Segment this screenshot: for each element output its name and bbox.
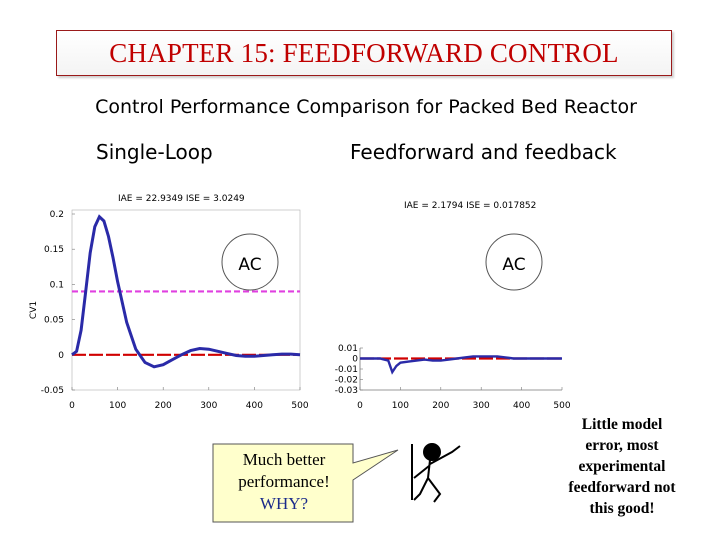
y-tick-label: -0.05 (41, 386, 64, 396)
y-tick-label: -0.03 (335, 386, 358, 396)
x-tick-label: 400 (246, 401, 263, 411)
stick-figure-icon (411, 443, 461, 503)
x-tick-label: 300 (200, 401, 217, 411)
ac-badge-text: AC (238, 255, 261, 275)
single-loop-label: Single-Loop (96, 140, 213, 164)
side-note: Little model error, most experimental fe… (556, 414, 688, 519)
callout-why: WHY? (259, 494, 309, 513)
x-tick-label: 0 (357, 401, 363, 411)
callout-line: Much better (242, 450, 326, 469)
y-tick-label: 0.05 (44, 316, 64, 326)
y-tick-label: -0.02 (335, 376, 358, 386)
single-loop-chart: IAE = 22.9349 ISE = 3.0249 CV1 0.2 0.15 0.… (29, 194, 309, 411)
x-tick-label: 500 (291, 401, 308, 411)
feedforward-feedback-label: Feedforward and feedback (350, 140, 617, 164)
x-tick-label: 100 (109, 401, 126, 411)
y-tick-label: -0.01 (335, 365, 358, 375)
y-tick-label: 0.15 (44, 245, 64, 255)
callout-text: Much better performance! WHY? (212, 445, 356, 527)
x-tick-label: 400 (513, 401, 530, 411)
side-note-line: Little model (581, 416, 663, 433)
feedforward-chart: IAE = 2.1794 ISE = 0.017852 0.010-0.01-0… (335, 201, 571, 411)
chart-title: IAE = 22.9349 ISE = 3.0249 (118, 194, 245, 204)
ac-badge: AC (221, 233, 279, 291)
x-tick-label: 500 (553, 401, 570, 411)
y-tick-label: 0.1 (50, 280, 64, 290)
x-tick-label: 100 (392, 401, 409, 411)
x-tick-label: 300 (473, 401, 490, 411)
x-tick-label: 200 (155, 401, 172, 411)
x-tick-label: 0 (69, 401, 75, 411)
ac-badge: AC (485, 233, 543, 291)
slide-subtitle: Control Performance Comparison for Packe… (95, 96, 637, 118)
chart-title: IAE = 2.1794 ISE = 0.017852 (404, 201, 536, 211)
plot-area (71, 209, 301, 391)
series-line (360, 355, 562, 375)
x-tick-label: 200 (432, 401, 449, 411)
callout-line: performance! (238, 472, 330, 491)
side-note-line: feedforward not (568, 479, 676, 496)
y-tick-label: 0 (58, 351, 64, 361)
side-note-line: experimental (578, 458, 666, 475)
y-axis-label: CV1 (29, 301, 39, 319)
chapter-title-box: CHAPTER 15: FEEDFORWARD CONTROL (56, 30, 672, 76)
chapter-title: CHAPTER 15: FEEDFORWARD CONTROL (109, 37, 619, 68)
side-note-line: error, most (585, 437, 659, 454)
side-note-line: this good! (589, 500, 655, 517)
ac-badge-text: AC (502, 255, 525, 275)
speech-bubble (212, 443, 399, 523)
y-tick-label: 0 (352, 355, 358, 365)
y-tick-label: 0.2 (50, 210, 64, 220)
y-tick-label: 0.01 (338, 344, 358, 354)
series-line (71, 214, 301, 369)
